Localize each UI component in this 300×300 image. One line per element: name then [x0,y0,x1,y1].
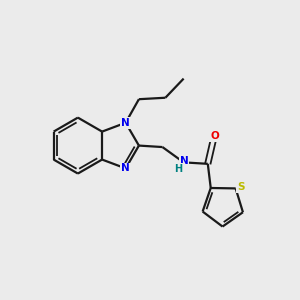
Text: N: N [180,156,189,166]
Text: H: H [174,164,182,174]
Text: N: N [121,164,130,173]
Text: N: N [121,118,130,128]
Text: O: O [210,131,219,142]
Text: S: S [237,182,245,192]
